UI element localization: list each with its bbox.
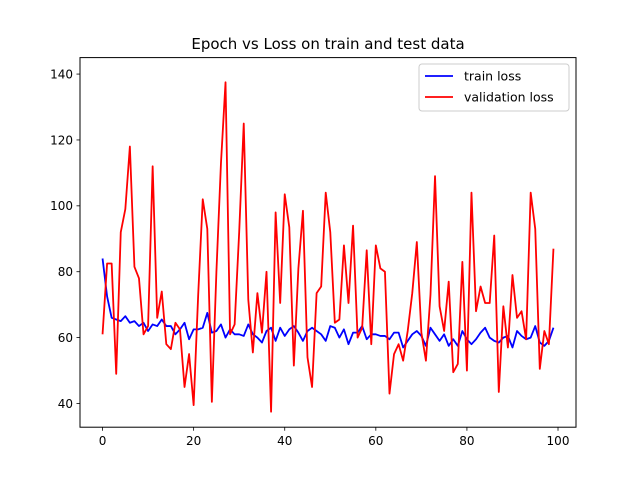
legend-label-validation-loss: validation loss: [464, 90, 554, 105]
x-tick-label: 100: [547, 434, 570, 448]
y-tick-label: 100: [50, 199, 73, 213]
y-tick-label: 40: [58, 397, 73, 411]
y-tick-label: 120: [50, 133, 73, 147]
x-tick-label: 40: [277, 434, 292, 448]
series-layer: [101, 81, 555, 413]
x-tick-label: 80: [459, 434, 474, 448]
y-axis-ticks: 40 60 80 100 120 140: [50, 67, 80, 411]
x-tick-label: 60: [368, 434, 383, 448]
legend-box: [418, 63, 570, 112]
y-tick-label: 60: [58, 331, 73, 345]
series-line-validation-loss: [101, 81, 555, 413]
legend-label-train-loss: train loss: [464, 69, 521, 84]
axes-frame: [79, 57, 577, 428]
y-tick-label: 140: [50, 67, 73, 81]
x-tick-label: 20: [186, 434, 201, 448]
x-axis-ticks: 0 20 40 60 80 100: [99, 427, 570, 448]
legend: train loss validation loss: [418, 63, 570, 112]
chart-title: Epoch vs Loss on train and test data: [191, 35, 464, 53]
plot-area: 0 20 40 60 80 100 40 60 80 100 120 140: [50, 57, 577, 448]
x-tick-label: 0: [99, 434, 107, 448]
y-tick-label: 80: [58, 265, 73, 279]
series-line-train-loss: [101, 258, 555, 349]
